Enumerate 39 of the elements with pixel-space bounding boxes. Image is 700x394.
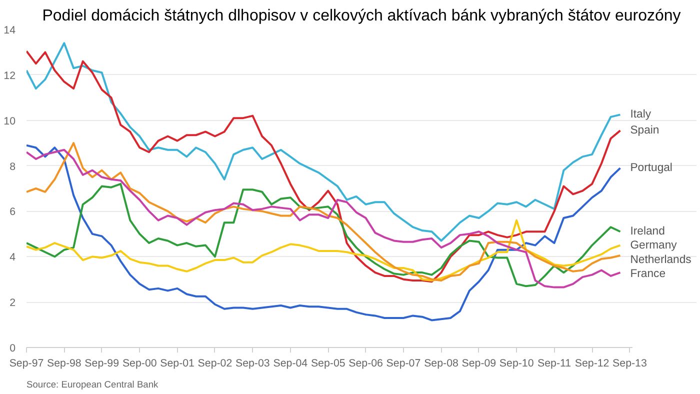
series-label: France (630, 268, 666, 280)
y-tick-label: 6 (10, 206, 16, 218)
series-label: Netherlands (630, 254, 692, 266)
chart-title: Podiel domácich štátnych dlhopisov v celkových aktívach bánk vybraných štátov eurozóny (42, 8, 681, 24)
y-tick-label: 2 (10, 297, 16, 310)
x-tick-label: Sep-11 (537, 358, 572, 370)
x-tick-label: Sep-12 (574, 358, 610, 370)
x-tick-label: Sep-08 (424, 358, 459, 370)
x-tick-label: Sep-06 (348, 358, 384, 370)
line-series (26, 50, 622, 283)
x-tick-label: Sep-01 (160, 358, 195, 370)
series-label: Spain (630, 124, 660, 137)
x-tick-label: Sep-05 (310, 358, 346, 370)
x-tick-label: Sep-97 (9, 358, 44, 370)
series-label: Italy (630, 108, 652, 121)
x-tick-label: Sep-00 (122, 358, 157, 370)
x-tick-label: Sep-09 (462, 358, 496, 370)
x-tick-label: Sep-03 (235, 358, 270, 370)
y-tick-label: 4 (10, 252, 16, 264)
series-label: Ireland (630, 226, 665, 238)
x-tick-label: Sep-02 (198, 358, 232, 370)
source-note: Source: European Central Bank (26, 380, 159, 390)
line-series (26, 42, 622, 242)
y-tick-label: 8 (10, 160, 16, 173)
y-tick-label: 0 (10, 342, 16, 354)
series-label: Portugal (630, 162, 672, 174)
line-series (26, 144, 622, 322)
x-tick-label: Sep-10 (499, 358, 534, 370)
x-tick-label: Sep-98 (46, 358, 82, 370)
y-tick-label: 14 (4, 24, 16, 36)
x-tick-label: Sep-04 (273, 358, 308, 370)
x-tick-label: Sep-99 (84, 358, 120, 370)
line-series (26, 182, 622, 288)
line-series (26, 219, 622, 282)
y-tick-label: 10 (4, 115, 16, 128)
x-tick-label: Sep-07 (386, 358, 421, 370)
series-label: Germany (630, 240, 678, 252)
y-tick-label: 12 (4, 70, 16, 82)
x-tick-label: Sep-13 (612, 358, 647, 370)
